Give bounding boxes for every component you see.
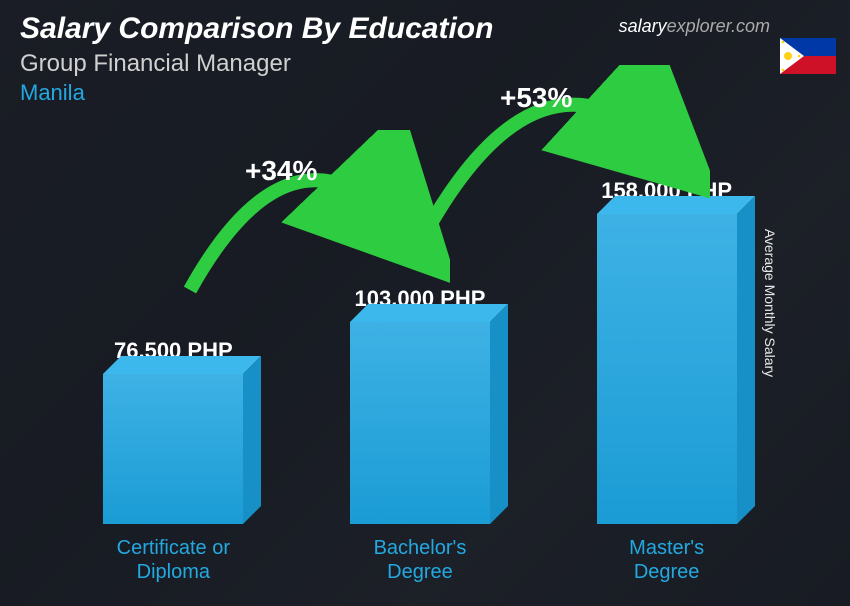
chart-subtitle: Group Financial Manager xyxy=(20,50,493,78)
bar xyxy=(103,374,243,524)
flag-icon xyxy=(780,38,836,74)
chart-title: Salary Comparison By Education xyxy=(20,12,493,46)
bar-group: 76,500 PHPCertificate orDiploma xyxy=(73,338,273,584)
increase-label-2: +53% xyxy=(500,82,572,114)
bar-group: 158,000 PHPMaster'sDegree xyxy=(567,178,767,584)
increase-label-1: +34% xyxy=(245,155,317,187)
bar xyxy=(597,214,737,524)
brand-tld: .com xyxy=(731,16,770,36)
brand-prefix: salary xyxy=(619,16,667,36)
bar-chart: 76,500 PHPCertificate orDiploma103,000 P… xyxy=(50,120,790,584)
bar-label: Certificate orDiploma xyxy=(117,536,230,584)
brand-watermark: salaryexplorer.com xyxy=(619,16,770,37)
bar xyxy=(350,322,490,524)
bar-label: Master'sDegree xyxy=(629,536,704,584)
chart-location: Manila xyxy=(20,80,493,106)
brand-suffix: explorer xyxy=(667,16,731,36)
bar-label: Bachelor'sDegree xyxy=(374,536,467,584)
bar-group: 103,000 PHPBachelor'sDegree xyxy=(320,286,520,584)
